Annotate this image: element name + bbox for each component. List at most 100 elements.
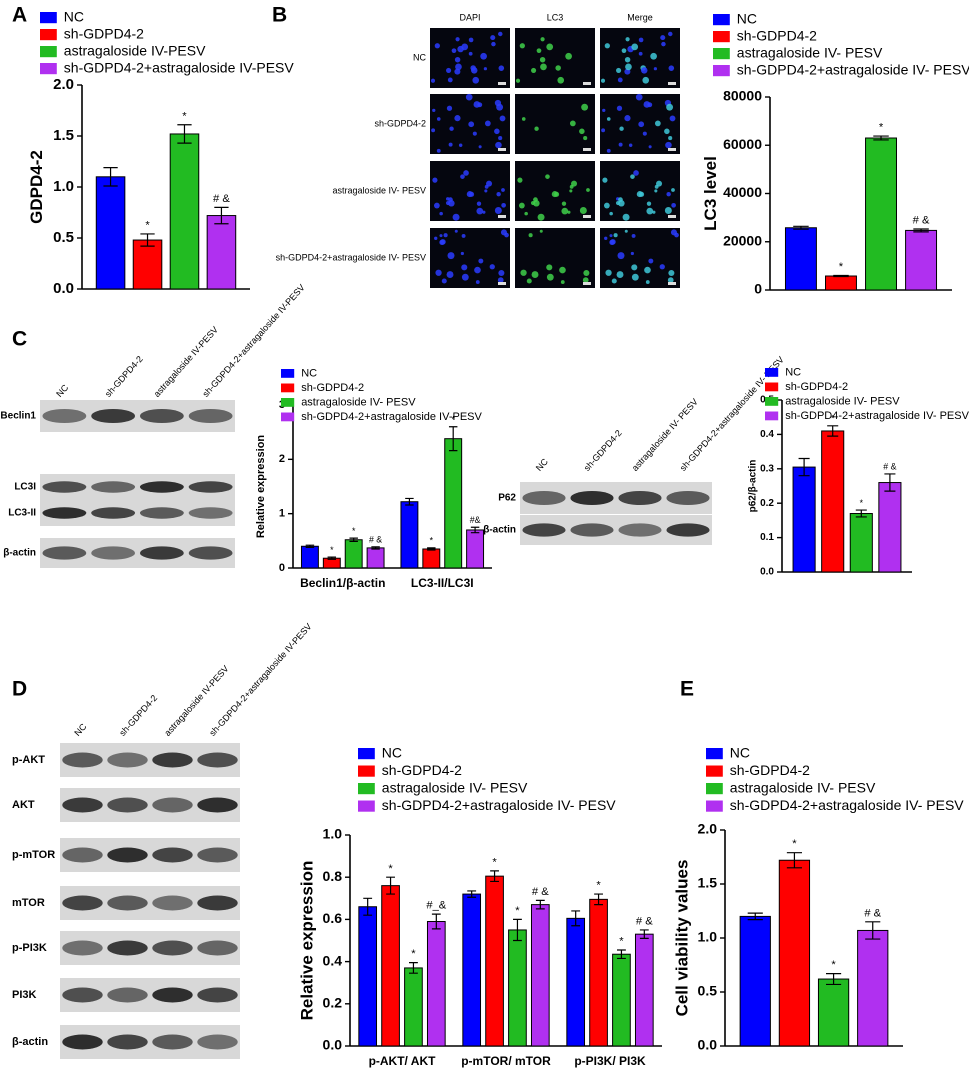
cell bbox=[638, 37, 644, 43]
cell bbox=[633, 170, 639, 176]
cell bbox=[615, 200, 621, 206]
blot-row-label: LC3I bbox=[14, 482, 36, 493]
cell bbox=[609, 239, 615, 246]
y-axis-label: Cell viability values bbox=[673, 860, 692, 1017]
significance-label: * bbox=[411, 948, 416, 960]
blot-band bbox=[522, 490, 566, 506]
blot-band bbox=[197, 987, 238, 1003]
blot-strip bbox=[60, 931, 240, 965]
blot-band bbox=[62, 797, 103, 813]
legend-label: sh-GDPD4-2+astragaloside IV-PESV bbox=[64, 59, 295, 75]
cell bbox=[631, 233, 636, 238]
blot-band bbox=[62, 752, 103, 768]
bar bbox=[358, 906, 378, 1047]
bar bbox=[530, 904, 550, 1047]
y-axis-label: Relative expression bbox=[298, 861, 317, 1021]
micrograph-image bbox=[430, 93, 510, 154]
legend-swatch bbox=[713, 14, 730, 26]
cell bbox=[530, 200, 536, 206]
legend-label: sh-GDPD4-2 bbox=[785, 381, 848, 393]
legend-swatch bbox=[281, 398, 295, 407]
cell bbox=[446, 271, 454, 279]
scale-bar bbox=[498, 215, 506, 218]
blot-row-label: p-AKT bbox=[12, 754, 45, 766]
blot-row-label: LC3-II bbox=[8, 508, 36, 519]
bar bbox=[466, 529, 485, 569]
cell bbox=[431, 128, 436, 133]
error-bar bbox=[214, 206, 229, 225]
blot-row-label: P62 bbox=[498, 493, 516, 504]
cell bbox=[571, 180, 578, 187]
legend-swatch bbox=[706, 800, 723, 812]
significance-label: * bbox=[145, 219, 150, 231]
blot-strip bbox=[40, 400, 235, 432]
significance-label: * bbox=[596, 880, 601, 892]
blot-band bbox=[197, 895, 238, 911]
cell bbox=[501, 202, 506, 208]
error-bar bbox=[798, 457, 810, 477]
error-bar bbox=[617, 949, 626, 960]
cell bbox=[478, 145, 482, 149]
legend-swatch bbox=[358, 783, 375, 795]
blot-band bbox=[522, 523, 566, 537]
blot-band bbox=[666, 490, 710, 506]
cell bbox=[668, 65, 675, 71]
y-tick-label: 0.0 bbox=[323, 1037, 343, 1053]
cell bbox=[644, 266, 651, 274]
cell bbox=[534, 126, 539, 131]
legend-swatch bbox=[765, 368, 779, 377]
cell bbox=[606, 117, 611, 121]
cell bbox=[625, 37, 630, 42]
cell bbox=[609, 234, 613, 238]
error-bar bbox=[513, 918, 522, 942]
cell bbox=[449, 126, 454, 131]
cell bbox=[465, 93, 473, 101]
legend-label: sh-GDPD4-2+astragaloside IV- PESV bbox=[730, 797, 964, 813]
cell bbox=[490, 35, 496, 41]
bar bbox=[784, 227, 817, 291]
y-tick-label: 2.0 bbox=[698, 821, 718, 837]
blot-band bbox=[197, 940, 238, 956]
cell bbox=[489, 264, 495, 270]
cell bbox=[561, 207, 569, 215]
error-bar bbox=[140, 233, 155, 247]
cell bbox=[461, 43, 469, 51]
significance-label: # & bbox=[864, 907, 881, 919]
cell bbox=[582, 277, 589, 284]
cell bbox=[433, 202, 440, 209]
error-bar bbox=[786, 852, 802, 869]
cell bbox=[446, 67, 452, 73]
bar bbox=[589, 898, 608, 1047]
cell bbox=[671, 188, 675, 192]
legend-swatch bbox=[281, 412, 295, 422]
cell bbox=[475, 280, 480, 284]
cell bbox=[432, 108, 436, 113]
bar bbox=[95, 176, 126, 290]
cell bbox=[619, 126, 624, 131]
blot-band bbox=[42, 481, 87, 493]
legend-label: NC bbox=[301, 367, 317, 379]
error-bar bbox=[427, 547, 436, 551]
cell bbox=[436, 117, 441, 121]
cell bbox=[446, 105, 453, 111]
cell bbox=[536, 48, 542, 54]
bar bbox=[865, 137, 897, 291]
cell bbox=[667, 277, 674, 284]
cell bbox=[540, 63, 547, 71]
error-bar bbox=[177, 124, 192, 144]
y-tick-label: 0.6 bbox=[323, 910, 343, 926]
scale-bar bbox=[583, 215, 591, 218]
cell bbox=[494, 207, 502, 214]
blot-band bbox=[139, 546, 184, 560]
blot-band bbox=[139, 408, 184, 424]
blot-band bbox=[197, 752, 238, 768]
cell bbox=[539, 56, 546, 63]
cell bbox=[561, 201, 567, 206]
y-tick-label: 0.0 bbox=[53, 280, 74, 297]
micrograph-image bbox=[430, 161, 510, 221]
cell bbox=[668, 136, 673, 141]
cell bbox=[604, 43, 610, 49]
cell bbox=[454, 229, 458, 233]
cell bbox=[498, 65, 505, 71]
cell bbox=[461, 273, 469, 281]
